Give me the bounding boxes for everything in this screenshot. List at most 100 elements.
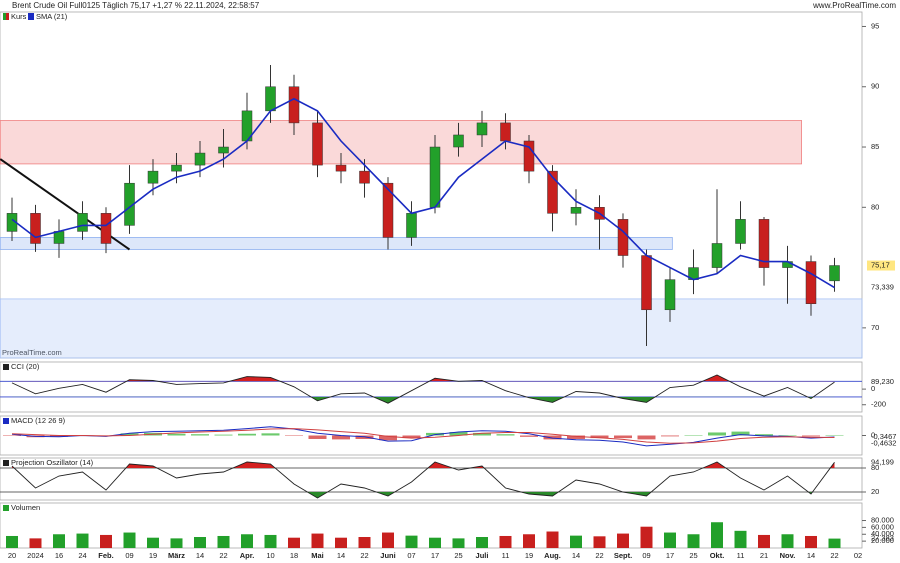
volume-bar	[123, 532, 136, 548]
x-tick-label: Apr.	[240, 551, 255, 560]
x-tick-label: 07	[407, 551, 415, 560]
y-tick-label: -200	[871, 400, 886, 409]
legend-label: Kurs	[11, 12, 27, 21]
x-tick-label: 22	[595, 551, 603, 560]
histogram-bar	[402, 435, 421, 439]
last-value-label: -0,4632	[871, 438, 896, 447]
candle-body	[171, 164, 182, 172]
x-tick-label: 17	[431, 551, 439, 560]
histogram-bar	[449, 432, 468, 436]
histogram-bar	[802, 435, 820, 437]
candle-body	[570, 207, 582, 214]
volume-bar	[758, 534, 770, 548]
volume-bar	[170, 538, 183, 548]
histogram-bar	[261, 433, 280, 436]
y-tick-label: 95	[871, 21, 879, 30]
histogram-bar	[708, 432, 726, 436]
volume-bar	[100, 534, 112, 548]
indicator-line	[11, 374, 835, 404]
volume-bar	[76, 533, 89, 548]
y-tick-label: 90	[871, 82, 879, 91]
histogram-bar	[308, 435, 327, 439]
volume-bar	[523, 534, 535, 548]
volume-bar	[264, 534, 277, 548]
histogram-bar	[496, 434, 515, 436]
price-zone	[0, 237, 673, 250]
candle-body	[500, 122, 511, 142]
macd-line	[11, 428, 835, 444]
x-tick-label: 14	[337, 551, 345, 560]
x-tick-label: 11	[737, 551, 745, 560]
title-swatch	[3, 505, 9, 511]
x-tick-label: 21	[760, 551, 768, 560]
x-tick-label: 09	[642, 551, 650, 560]
last-value-label: 94,199	[871, 457, 894, 466]
histogram-bar	[473, 432, 491, 436]
candle-body	[53, 231, 65, 244]
histogram-bar	[332, 435, 350, 440]
volume-bar	[805, 535, 817, 548]
volume-bar	[382, 532, 394, 548]
x-tick-label: 18	[290, 551, 298, 560]
y-tick-label: 80	[871, 202, 879, 211]
last-value-label: 27.383	[871, 534, 894, 543]
x-tick-label: Nov.	[780, 551, 796, 560]
chart-title: Brent Crude Oil Full0125 Täglich 75,17 +…	[12, 1, 260, 10]
histogram-bar	[684, 435, 703, 436]
last-value-box	[867, 260, 895, 271]
candle-body	[664, 279, 676, 311]
volume-bar	[194, 537, 206, 548]
candle-body	[711, 243, 723, 268]
x-tick-label: Sept.	[614, 551, 632, 560]
y-tick-label: 0	[871, 384, 875, 393]
volume-bar	[640, 526, 653, 548]
panel-title: CCI (20)	[11, 362, 40, 371]
histogram-bar	[614, 435, 632, 439]
histogram-bar	[50, 435, 68, 437]
histogram-bar	[755, 434, 773, 436]
title-swatch	[3, 364, 9, 370]
y-tick-label: 0	[871, 430, 875, 439]
volume-bar	[711, 522, 723, 548]
x-tick-label: 02	[854, 551, 862, 560]
candle-body	[30, 213, 41, 244]
candle-body	[735, 219, 746, 244]
candle-body	[288, 86, 300, 124]
candle-body	[758, 219, 770, 268]
site-label: www.ProRealTime.com	[812, 1, 896, 10]
candle-body	[359, 170, 370, 184]
x-tick-label: Juli	[476, 551, 489, 560]
y-tick-label: 85	[871, 142, 879, 151]
histogram-bar	[825, 434, 844, 436]
x-tick-label: 17	[666, 551, 674, 560]
indicator-line	[11, 461, 835, 499]
x-tick-label: 19	[525, 551, 533, 560]
price-zone	[0, 298, 863, 359]
candle-body	[476, 122, 488, 136]
overbought-fill	[126, 375, 730, 382]
volume-bar	[499, 535, 512, 548]
volume-bar	[429, 537, 441, 548]
histogram-bar	[520, 435, 538, 437]
y-tick-label: 80.000	[871, 516, 894, 525]
panel-frame	[0, 361, 863, 413]
title-swatch	[3, 418, 9, 424]
x-tick-label: 25	[689, 551, 697, 560]
volume-bar	[405, 535, 418, 548]
title-swatch	[3, 460, 9, 466]
candle-body	[547, 170, 558, 214]
candle-body	[100, 213, 112, 244]
volume-bar	[593, 536, 606, 548]
x-tick-label: 11	[502, 551, 510, 560]
x-tick-label: 09	[125, 551, 133, 560]
histogram-bar	[214, 434, 233, 436]
panel-title: Projection Oszillator (14)	[11, 458, 94, 467]
panel-title: MACD (12 26 9)	[11, 416, 66, 425]
histogram-bar	[590, 435, 609, 439]
candle-body	[147, 170, 159, 184]
histogram-bar	[661, 435, 679, 437]
x-tick-label: 14	[196, 551, 204, 560]
x-tick-label: März	[168, 551, 185, 560]
x-tick-label: Aug.	[544, 551, 561, 560]
x-tick-label: 25	[454, 551, 462, 560]
